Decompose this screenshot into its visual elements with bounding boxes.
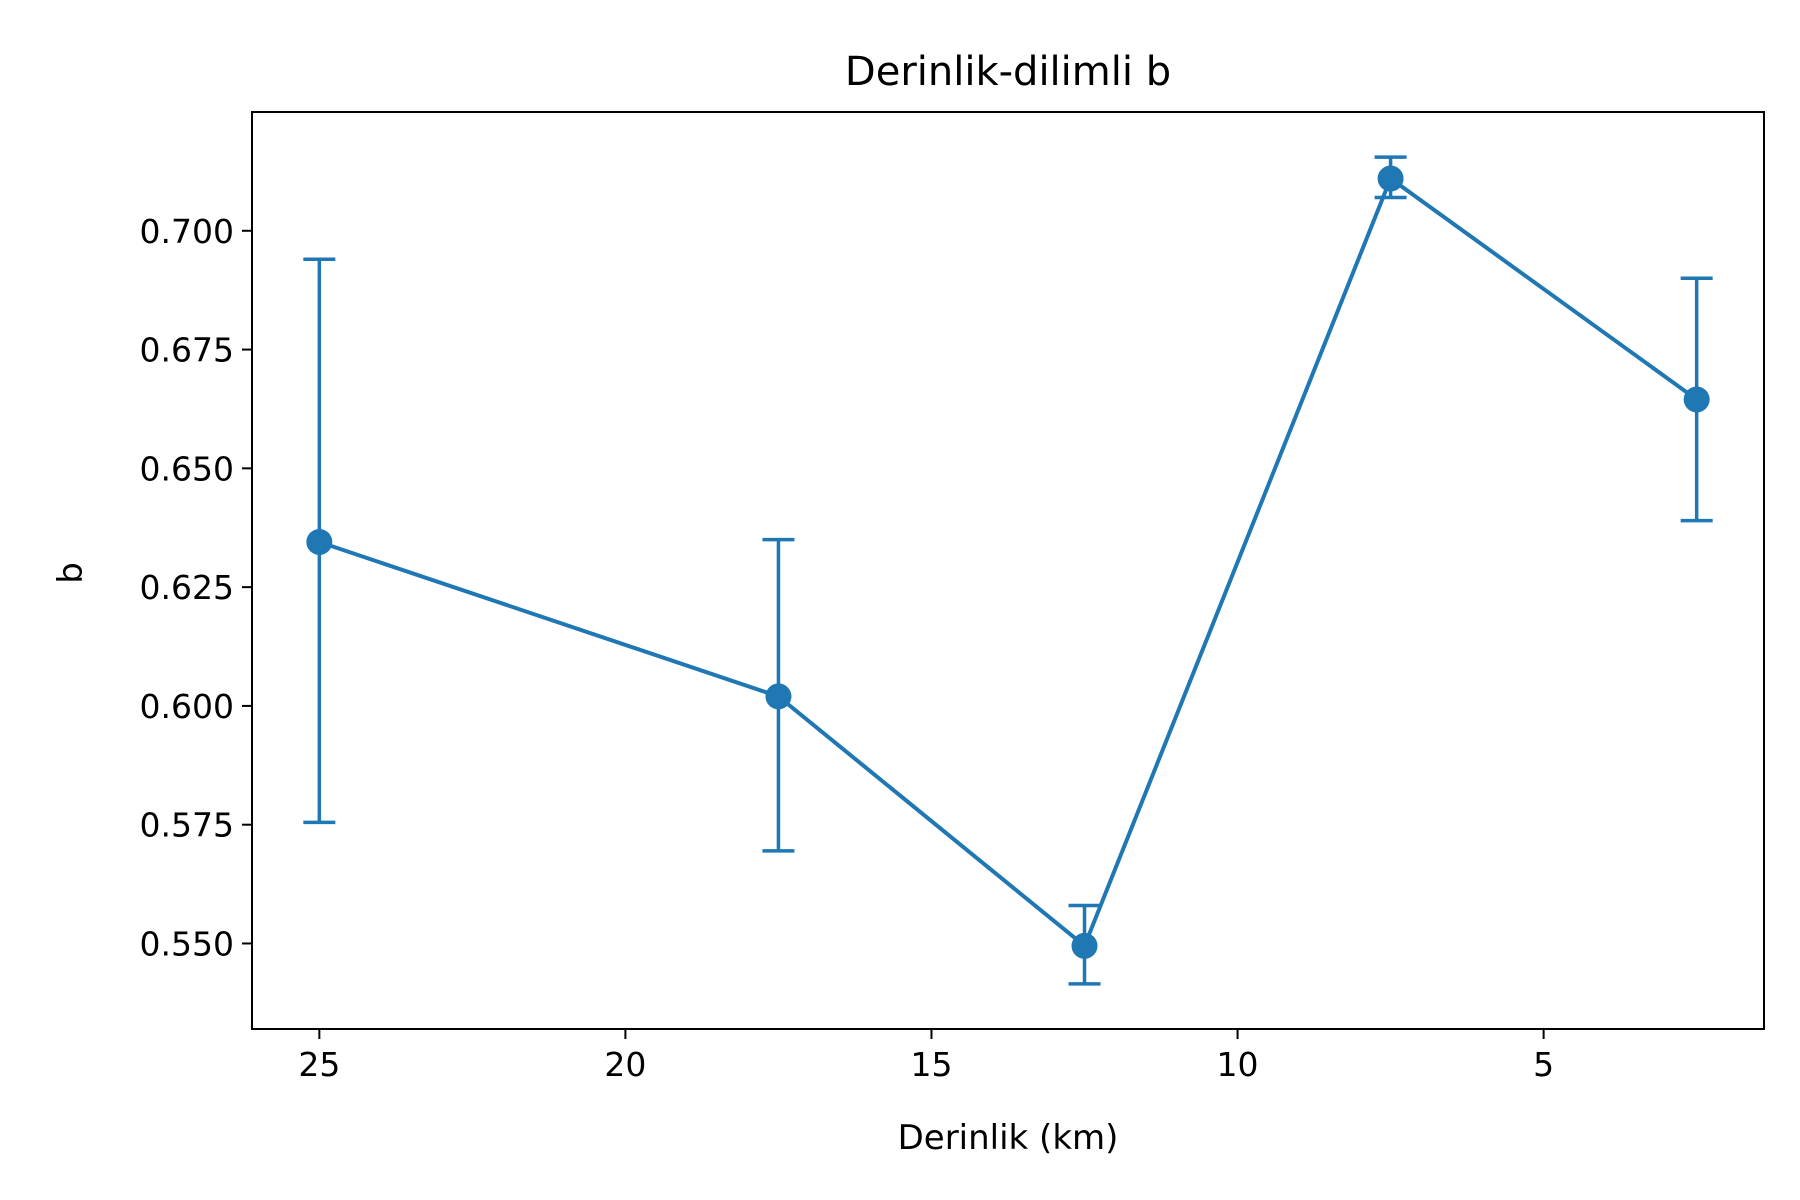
data-point [1683, 386, 1710, 413]
plot-area [303, 155, 1713, 986]
axes-frame [251, 111, 1765, 1030]
data-point [306, 528, 333, 555]
x-axis-label: Derinlik (km) [898, 1118, 1119, 1158]
x-tick-label: 10 [1217, 1045, 1259, 1084]
y-tick-label: 0.700 [140, 212, 234, 251]
y-axis-label: b [51, 562, 91, 584]
data-point [1071, 932, 1098, 959]
data-point [765, 683, 792, 710]
y-tick-label: 0.575 [140, 806, 234, 845]
x-tick-label: 25 [298, 1045, 340, 1084]
y-tick-label: 0.675 [140, 331, 234, 370]
y-tick-label: 0.550 [140, 924, 234, 963]
data-point [1377, 165, 1404, 192]
x-tick-label: 15 [910, 1045, 952, 1084]
y-tick-label: 0.650 [140, 449, 234, 488]
y-tick-label: 0.600 [140, 687, 234, 726]
y-tick-label: 0.625 [140, 568, 234, 607]
x-tick-label: 20 [604, 1045, 646, 1084]
y-axis: 0.550 0.575 0.600 0.625 0.650 0.675 0.700 [140, 212, 252, 963]
x-axis: 25 20 15 10 5 [298, 1029, 1554, 1084]
x-tick-label: 5 [1533, 1045, 1554, 1084]
chart-title: Derinlik-dilimli b [845, 49, 1171, 95]
